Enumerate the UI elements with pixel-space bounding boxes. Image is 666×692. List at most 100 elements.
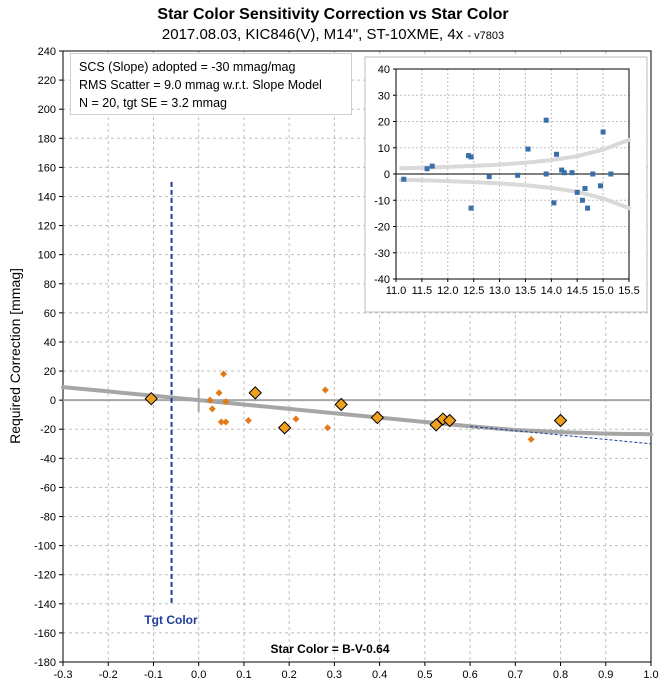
y-tick-label: 60 (44, 308, 56, 320)
plot-frame (62, 50, 652, 663)
x-tick-label: 0.9 (598, 669, 613, 681)
y-tick-label: 0 (50, 395, 56, 407)
x-tick-label: 0.6 (462, 669, 477, 681)
inset-y-tick-label: -10 (374, 195, 390, 207)
y-tick-label: -120 (34, 570, 56, 582)
star-point (215, 389, 223, 397)
y-tick-label: -180 (34, 657, 56, 669)
inset-residual-point (543, 117, 549, 123)
y-tick-label: 80 (44, 279, 56, 291)
inset-residual-point (574, 189, 580, 195)
x-tick-label: -0.2 (99, 669, 118, 681)
inset-residual-point (600, 129, 606, 135)
star-point (222, 418, 230, 426)
binned-point (248, 386, 262, 400)
star-point (527, 435, 535, 443)
inset-residual-point (429, 163, 435, 169)
inset-x-tick-label: 11.0 (386, 285, 407, 297)
x-axis-label: Star Color = B-V-0.64 (270, 642, 389, 656)
star-point (220, 370, 228, 378)
inset-residual-point (551, 200, 557, 206)
inset-y-tick-label: -40 (374, 274, 390, 286)
y-tick-label: -100 (34, 541, 56, 553)
inset-residual-point (569, 170, 575, 176)
inset-y-tick-label: 30 (378, 90, 390, 102)
y-tick-label: 220 (38, 75, 56, 87)
inset-residual-point (465, 153, 471, 159)
y-tick-label: -140 (34, 599, 56, 611)
inset-residual-point (554, 151, 560, 157)
x-tick-label: 0.8 (553, 669, 568, 681)
model-curve (61, 385, 653, 437)
inset-x-tick-label: 11.5 (412, 285, 433, 297)
main-marks (61, 181, 653, 604)
inset-y-tick-label: -30 (374, 248, 390, 260)
inset-residual-point (561, 170, 567, 176)
subtitle-text: 2017.08.03, KIC846(V), M14", ST-10XME, 4… (161, 26, 464, 43)
inset-residual-point (608, 171, 614, 177)
star-point (324, 424, 332, 432)
info-rms: RMS Scatter = 9.0 mmag w.r.t. Slope Mode… (79, 78, 322, 92)
inset-residual-point (582, 185, 588, 191)
y-tick-label: 100 (38, 250, 56, 262)
x-tick-label: 0.2 (282, 669, 297, 681)
inset-x-tick-label: 14.5 (567, 285, 588, 297)
inset-band-upper (399, 137, 631, 171)
inset-x-tick-label: 13.0 (489, 285, 510, 297)
y-tick-label: 240 (38, 46, 56, 58)
inset-residual-point (468, 205, 474, 211)
star-point (244, 417, 252, 425)
x-tick-label: 0.7 (508, 669, 523, 681)
y-tick-label: 200 (38, 104, 56, 116)
inset-band-lower (399, 177, 631, 211)
inset-residual-point (468, 154, 474, 160)
star-point (217, 418, 225, 426)
inset-x-tick-label: 15.0 (592, 285, 613, 297)
y-tick-label: 180 (38, 133, 56, 145)
inset-y-tick-label: -20 (374, 222, 390, 234)
inset-residual-point (590, 171, 596, 177)
version-label: - v7803 (467, 30, 505, 42)
chart-title: Star Color Sensitivity Correction vs Sta… (157, 6, 509, 23)
inset-residual-point (525, 146, 531, 152)
y-tick-label: 160 (38, 162, 56, 174)
star-point (292, 415, 300, 423)
inset-residual-point (598, 183, 604, 189)
inset-residual-point (486, 174, 492, 180)
info-box: SCS (Slope) adopted = -30 mmag/mag RMS S… (70, 53, 352, 115)
info-count: N = 20, tgt SE = 3.2 mmag (79, 96, 227, 110)
star-point (208, 405, 216, 413)
x-tick-label: 0.0 (191, 669, 206, 681)
x-tick-label: 0.3 (327, 669, 342, 681)
inset-residual-point (424, 166, 430, 172)
star-point (222, 398, 230, 406)
x-tick-label: 1.0 (643, 669, 658, 681)
y-tick-label: -160 (34, 628, 56, 640)
inset-residual-point (543, 171, 549, 177)
binned-point (277, 421, 292, 435)
inset-residual-point (515, 172, 521, 178)
inset-residual-point (401, 176, 407, 182)
binned-point (144, 391, 158, 406)
binned-point (553, 413, 568, 428)
y-tick-label: -60 (40, 482, 56, 494)
binned-point (443, 413, 457, 428)
y-tick-label: 140 (38, 191, 56, 203)
binned-point (370, 410, 385, 425)
inset-x-tick-label: 15.5 (618, 285, 639, 297)
target-color-label: Tgt Color (144, 613, 198, 627)
inset-y-tick-label: 20 (378, 117, 390, 129)
x-tick-label: 0.5 (417, 669, 432, 681)
chart-subtitle: 2017.08.03, KIC846(V), M14", ST-10XME, 4… (0, 26, 666, 43)
x-tick-label: -0.1 (144, 669, 163, 681)
y-tick-label: 40 (44, 337, 56, 349)
main-axes: -0.3 -0.2 -0.1 0.0 0.1 0.2 0.3 0.4 0.5 0.6 0.7 0.8 0… (34, 46, 659, 681)
y-tick-label: 120 (38, 221, 56, 233)
inset-chart: 11.0 11.5 12.0 12.5 13.0 13.5 14.0 14.5 15.0 15.5… (364, 56, 648, 313)
x-tick-label: -0.3 (54, 669, 73, 681)
inset-y-tick-label: 0 (384, 169, 390, 181)
inset-residual-point (579, 197, 585, 203)
y-tick-label: -40 (40, 453, 56, 465)
inset-residual-point (585, 205, 591, 211)
